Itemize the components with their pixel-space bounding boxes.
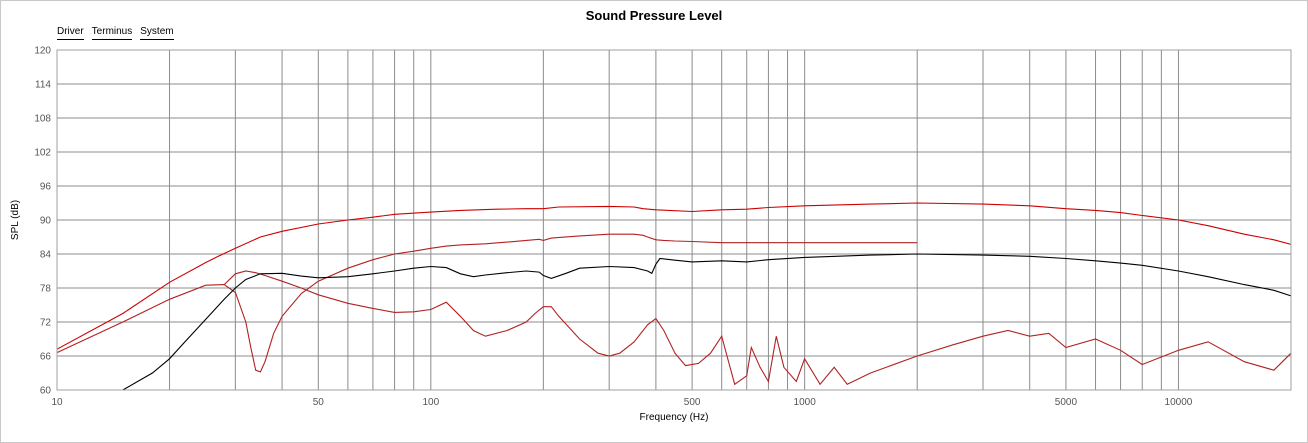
legend-entry-driver: Driver: [57, 26, 84, 40]
legend-entry-terminus: Terminus: [91, 26, 133, 40]
x-tick-label: 10000: [1165, 397, 1193, 408]
y-tick-label: 90: [40, 216, 52, 227]
y-tick-label: 78: [40, 284, 52, 295]
x-tick-label: 10: [51, 397, 63, 408]
x-axis-label: Frequency (Hz): [640, 412, 709, 423]
x-tick-label: 100: [422, 397, 439, 408]
y-tick-label: 96: [40, 182, 52, 193]
y-tick-label: 60: [40, 386, 52, 397]
tick-labels: 60 66 72 78 84 90 96 102 108 114 120 10 50 100 500 1000…: [34, 46, 1192, 409]
x-tick-label: 50: [313, 397, 325, 408]
x-tick-label: 500: [684, 397, 701, 408]
series-line-driver: [56, 202, 1292, 350]
grid: [57, 50, 1291, 390]
series-line-unlabeled: [223, 270, 1292, 386]
y-tick-label: 66: [40, 352, 52, 363]
y-tick-label: 84: [40, 250, 52, 261]
legend: Driver Terminus System: [57, 26, 174, 40]
series-line-system: [122, 253, 1292, 391]
plot-border: [56, 49, 1292, 391]
x-tick-label: 1000: [794, 397, 817, 408]
y-tick-label: 72: [40, 318, 52, 329]
series-layer: [56, 202, 1292, 391]
series-line-terminus: [56, 233, 918, 373]
y-tick-label: 102: [34, 148, 51, 159]
y-tick-label: 120: [34, 46, 51, 57]
y-tick-label: 114: [35, 80, 51, 91]
legend-entry-system: System: [140, 26, 174, 40]
x-tick-label: 5000: [1055, 397, 1078, 408]
y-axis-label: SPL (dB): [10, 200, 21, 240]
y-tick-label: 108: [34, 114, 51, 125]
chart-title: Sound Pressure Level: [585, 8, 723, 23]
